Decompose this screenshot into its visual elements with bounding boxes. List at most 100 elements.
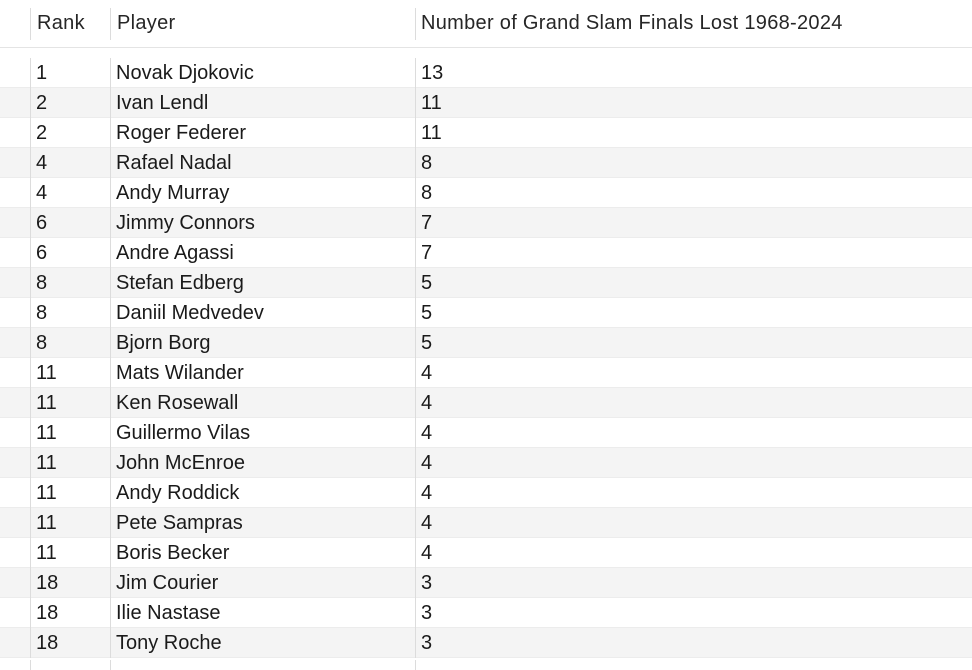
column-divider: [415, 358, 416, 388]
column-divider: [415, 568, 416, 598]
table-row[interactable]: 8 Bjorn Borg 5: [0, 328, 972, 358]
column-divider: [415, 418, 416, 448]
column-divider[interactable]: [30, 8, 31, 40]
cell-rank: 8: [36, 332, 48, 354]
column-divider: [110, 268, 111, 298]
column-divider: [30, 538, 31, 568]
cell-rank: 11: [36, 512, 57, 534]
column-divider[interactable]: [415, 8, 416, 40]
table-row[interactable]: 11 Ken Rosewall 4: [0, 388, 972, 418]
table-row[interactable]: 4 Rafael Nadal 8: [0, 148, 972, 178]
cell-finals-lost: 5: [421, 302, 433, 324]
column-divider: [110, 448, 111, 478]
cell-rank: 1: [36, 62, 48, 84]
cell-rank: 4: [36, 152, 48, 174]
column-divider: [110, 238, 111, 268]
cell-player: Bjorn Borg: [116, 332, 211, 354]
table-row[interactable]: 11 Boris Becker 4: [0, 538, 972, 568]
column-divider: [415, 328, 416, 358]
column-divider: [110, 538, 111, 568]
table-row[interactable]: 18 Tony Roche 3: [0, 628, 972, 658]
cell-finals-lost: 3: [421, 632, 433, 654]
cell-player: Daniil Medvedev: [116, 302, 264, 324]
cell-player: Ilie Nastase: [116, 602, 221, 624]
cell-rank: 6: [36, 212, 48, 234]
table-row[interactable]: 1 Novak Djokovic 13: [0, 58, 972, 88]
cell-finals-lost: 8: [421, 152, 433, 174]
cell-finals-lost: 5: [421, 332, 433, 354]
column-divider: [30, 118, 31, 148]
column-divider: [110, 508, 111, 538]
cell-player: Novak Djokovic: [116, 62, 254, 84]
cell-rank: 11: [36, 542, 57, 564]
table-row[interactable]: 6 Andre Agassi 7: [0, 238, 972, 268]
cell-finals-lost: 4: [421, 542, 433, 564]
column-divider: [30, 448, 31, 478]
column-divider: [110, 208, 111, 238]
table-row[interactable]: 11 John McEnroe 4: [0, 448, 972, 478]
table-row[interactable]: 2 Ivan Lendl 11: [0, 88, 972, 118]
cell-rank: 18: [36, 632, 59, 654]
table-row[interactable]: 8 Stefan Edberg 5: [0, 268, 972, 298]
column-header-finals-lost[interactable]: Number of Grand Slam Finals Lost 1968-20…: [421, 12, 843, 34]
cell-rank: 11: [36, 482, 57, 504]
column-divider: [415, 478, 416, 508]
column-divider: [30, 628, 31, 658]
table-row[interactable]: 8 Daniil Medvedev 5: [0, 298, 972, 328]
column-divider: [415, 388, 416, 418]
column-divider: [110, 118, 111, 148]
column-divider: [30, 388, 31, 418]
table-row-empty: [0, 658, 972, 670]
column-divider: [415, 88, 416, 118]
cell-finals-lost: 4: [421, 392, 433, 414]
table-row[interactable]: 4 Andy Murray 8: [0, 178, 972, 208]
cell-player: Roger Federer: [116, 122, 247, 144]
cell-finals-lost: 8: [421, 182, 433, 204]
cell-rank: 11: [36, 362, 57, 384]
column-divider: [30, 88, 31, 118]
cell-rank: 4: [36, 182, 48, 204]
cell-rank: 11: [36, 452, 57, 474]
column-divider: [110, 298, 111, 328]
cell-finals-lost: 7: [421, 242, 433, 264]
cell-finals-lost: 4: [421, 482, 433, 504]
table-row[interactable]: 18 Ilie Nastase 3: [0, 598, 972, 628]
column-divider: [415, 298, 416, 328]
table-row[interactable]: 2 Roger Federer 11: [0, 118, 972, 148]
column-header-player[interactable]: Player: [117, 12, 176, 34]
cell-player: Andre Agassi: [116, 242, 234, 264]
table-row[interactable]: 6 Jimmy Connors 7: [0, 208, 972, 238]
column-divider: [110, 388, 111, 418]
column-divider[interactable]: [110, 8, 111, 40]
cell-player: Ivan Lendl: [116, 92, 209, 114]
table-row[interactable]: 11 Guillermo Vilas 4: [0, 418, 972, 448]
column-divider: [415, 508, 416, 538]
cell-player: Jim Courier: [116, 572, 219, 594]
column-divider: [415, 238, 416, 268]
cell-rank: 8: [36, 272, 48, 294]
column-divider: [110, 418, 111, 448]
column-divider: [110, 328, 111, 358]
column-divider: [415, 660, 416, 670]
table-row[interactable]: 18 Jim Courier 3: [0, 568, 972, 598]
column-divider: [30, 358, 31, 388]
table-body: 1 Novak Djokovic 13 2 Ivan Lendl 11 2 Roger Fed…: [0, 58, 972, 658]
column-divider: [415, 628, 416, 658]
column-divider: [30, 298, 31, 328]
cell-player: Ken Rosewall: [116, 392, 239, 414]
column-header-rank[interactable]: Rank: [37, 12, 85, 34]
cell-player: Rafael Nadal: [116, 152, 232, 174]
column-divider: [30, 268, 31, 298]
column-divider: [415, 538, 416, 568]
column-divider: [110, 358, 111, 388]
table-row[interactable]: 11 Mats Wilander 4: [0, 358, 972, 388]
cell-player: Boris Becker: [116, 542, 230, 564]
cell-player: Andy Roddick: [116, 482, 240, 504]
column-divider: [415, 118, 416, 148]
cell-player: Mats Wilander: [116, 362, 244, 384]
table-row[interactable]: 11 Pete Sampras 4: [0, 508, 972, 538]
column-divider: [110, 88, 111, 118]
table-row[interactable]: 11 Andy Roddick 4: [0, 478, 972, 508]
column-divider: [110, 58, 111, 88]
column-divider: [415, 178, 416, 208]
